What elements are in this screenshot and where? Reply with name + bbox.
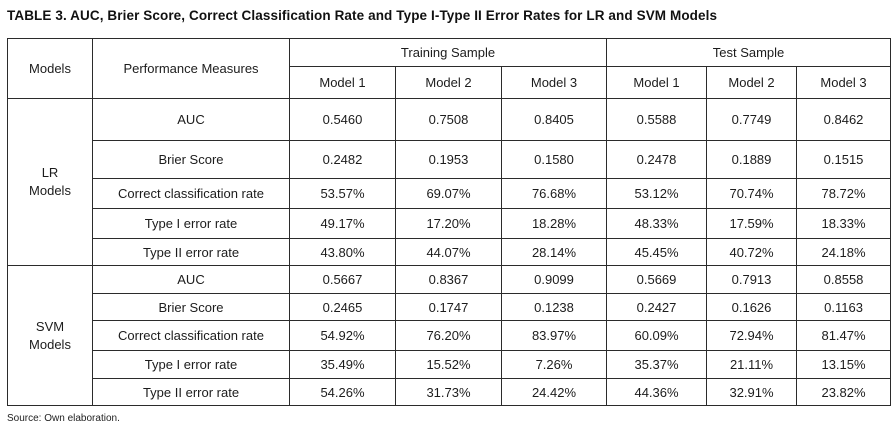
- table-row: LR Models AUC 0.5460 0.7508 0.8405 0.558…: [7, 98, 892, 266]
- table-row: SVM Models AUC 0.5667 0.8367 0.9099 0.56…: [7, 265, 892, 406]
- col-header-training-sample: Training Sample: [288, 38, 608, 67]
- value-cell: 18.33%: [796, 208, 892, 239]
- value-cell: 53.12%: [606, 178, 708, 209]
- value-cell: 72.94%: [706, 320, 798, 351]
- value-cell: 0.7749: [706, 98, 798, 141]
- col-header-test-model-2: Model 2: [706, 66, 798, 99]
- value-cell: 0.8405: [500, 98, 608, 141]
- value-cell: 28.14%: [500, 238, 608, 266]
- value-cell: 70.74%: [706, 178, 798, 209]
- table-row: Brier Score 0.2465 0.1747 0.1238 0.2427 …: [8, 293, 892, 321]
- table-row: Correct classification rate 53.57% 69.07…: [8, 178, 892, 209]
- table-row: Type II error rate 54.26% 31.73% 24.42% …: [8, 378, 892, 406]
- measure-label: Type II error rate: [92, 238, 290, 266]
- value-cell: 23.82%: [796, 378, 892, 406]
- value-cell: 13.15%: [796, 350, 892, 379]
- value-cell: 54.92%: [289, 320, 396, 351]
- value-cell: 0.5669: [606, 265, 708, 294]
- table-row: Brier Score 0.2482 0.1953 0.1580 0.2478 …: [8, 140, 892, 179]
- table-row: Type I error rate 35.49% 15.52% 7.26% 35…: [8, 350, 892, 379]
- value-cell: 35.49%: [289, 350, 396, 379]
- col-header-models: Models: [7, 38, 93, 99]
- col-header-test-model-3: Model 3: [796, 66, 892, 99]
- group-label-svm-models: SVM Models: [7, 265, 93, 406]
- value-cell: 0.1747: [395, 293, 502, 321]
- table-caption: TABLE 3. AUC, Brier Score, Correct Class…: [7, 8, 718, 23]
- value-cell: 40.72%: [706, 238, 798, 266]
- value-cell: 0.5588: [606, 98, 708, 141]
- value-cell: 83.97%: [500, 320, 608, 351]
- value-cell: 24.18%: [796, 238, 892, 266]
- col-header-training-model-3: Model 3: [500, 66, 608, 99]
- value-cell: 0.5667: [289, 265, 396, 294]
- value-cell: 17.20%: [395, 208, 502, 239]
- header-row-samples: Models Performance Measures Training Sam…: [7, 38, 892, 99]
- col-header-training-model-2: Model 2: [395, 66, 502, 99]
- value-cell: 0.2465: [289, 293, 396, 321]
- value-cell: 0.1953: [395, 140, 502, 179]
- value-cell: 21.11%: [706, 350, 798, 379]
- col-header-test-sample: Test Sample: [606, 38, 892, 67]
- col-header-training-model-1: Model 1: [289, 66, 396, 99]
- value-cell: 0.1626: [706, 293, 798, 321]
- value-cell: 15.52%: [395, 350, 502, 379]
- measure-label: Correct classification rate: [92, 320, 290, 351]
- value-cell: 0.1238: [500, 293, 608, 321]
- value-cell: 0.1889: [706, 140, 798, 179]
- value-cell: 0.2478: [606, 140, 708, 179]
- table-row: Correct classification rate 54.92% 76.20…: [8, 320, 892, 351]
- group-label-lr-models: LR Models: [7, 98, 93, 266]
- value-cell: 0.8367: [395, 265, 502, 294]
- measure-label: Brier Score: [92, 293, 290, 321]
- value-cell: 54.26%: [289, 378, 396, 406]
- value-cell: 18.28%: [500, 208, 608, 239]
- value-cell: 48.33%: [606, 208, 708, 239]
- measure-label: Type I error rate: [92, 208, 290, 239]
- value-cell: 0.2427: [606, 293, 708, 321]
- value-cell: 0.7913: [706, 265, 798, 294]
- value-cell: 0.8462: [796, 98, 892, 141]
- value-cell: 7.26%: [500, 350, 608, 379]
- value-cell: 49.17%: [289, 208, 396, 239]
- col-header-performance-measures: Performance Measures: [92, 38, 290, 99]
- value-cell: 0.1580: [500, 140, 608, 179]
- value-cell: 44.36%: [606, 378, 708, 406]
- value-cell: 0.2482: [289, 140, 396, 179]
- value-cell: 60.09%: [606, 320, 708, 351]
- value-cell: 0.8558: [796, 265, 892, 294]
- measure-label: Type II error rate: [92, 378, 290, 406]
- table-row: Type II error rate 43.80% 44.07% 28.14% …: [8, 238, 892, 266]
- source-note: Source: Own elaboration.: [7, 413, 120, 424]
- value-cell: 45.45%: [606, 238, 708, 266]
- value-cell: 0.1515: [796, 140, 892, 179]
- value-cell: 0.7508: [395, 98, 502, 141]
- measure-label: AUC: [92, 265, 290, 294]
- value-cell: 53.57%: [289, 178, 396, 209]
- value-cell: 78.72%: [796, 178, 892, 209]
- value-cell: 35.37%: [606, 350, 708, 379]
- value-cell: 17.59%: [706, 208, 798, 239]
- value-cell: 31.73%: [395, 378, 502, 406]
- value-cell: 43.80%: [289, 238, 396, 266]
- header-row-models: Model 1 Model 2 Model 3 Model 1 Model 2 …: [8, 66, 892, 99]
- value-cell: 0.5460: [289, 98, 396, 141]
- measure-label: AUC: [92, 98, 290, 141]
- col-header-test-model-1: Model 1: [606, 66, 708, 99]
- results-table: Models Performance Measures Training Sam…: [7, 38, 892, 406]
- value-cell: 0.9099: [500, 265, 608, 294]
- value-cell: 24.42%: [500, 378, 608, 406]
- value-cell: 76.20%: [395, 320, 502, 351]
- value-cell: 69.07%: [395, 178, 502, 209]
- value-cell: 32.91%: [706, 378, 798, 406]
- measure-label: Type I error rate: [92, 350, 290, 379]
- value-cell: 0.1163: [796, 293, 892, 321]
- value-cell: 81.47%: [796, 320, 892, 351]
- value-cell: 44.07%: [395, 238, 502, 266]
- measure-label: Correct classification rate: [92, 178, 290, 209]
- table-row: Type I error rate 49.17% 17.20% 18.28% 4…: [8, 208, 892, 239]
- value-cell: 76.68%: [500, 178, 608, 209]
- measure-label: Brier Score: [92, 140, 290, 179]
